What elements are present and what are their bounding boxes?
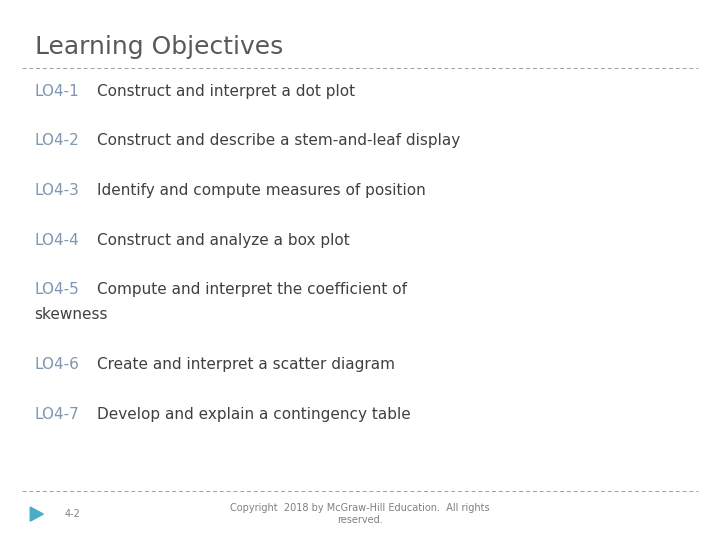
Text: LO4-4: LO4-4 — [35, 233, 79, 248]
Text: 4-2: 4-2 — [65, 509, 81, 519]
Text: LO4-5: LO4-5 — [35, 282, 79, 298]
Text: LO4-1: LO4-1 — [35, 84, 79, 99]
Text: LO4-3: LO4-3 — [35, 183, 79, 198]
Text: Copyright  2018 by McGraw-Hill Education.  All rights
reserved.: Copyright 2018 by McGraw-Hill Education.… — [230, 503, 490, 525]
Text: LO4-7: LO4-7 — [35, 407, 79, 422]
Text: LO4-2: LO4-2 — [35, 133, 79, 148]
Text: Learning Objectives: Learning Objectives — [35, 35, 283, 59]
Text: Create and interpret a scatter diagram: Create and interpret a scatter diagram — [97, 357, 395, 372]
Text: Construct and analyze a box plot: Construct and analyze a box plot — [97, 233, 350, 248]
Text: Identify and compute measures of position: Identify and compute measures of positio… — [97, 183, 426, 198]
Text: Construct and describe a stem-and-leaf display: Construct and describe a stem-and-leaf d… — [97, 133, 461, 148]
Text: LO4-6: LO4-6 — [35, 357, 79, 372]
Text: Construct and interpret a dot plot: Construct and interpret a dot plot — [97, 84, 356, 99]
Text: Develop and explain a contingency table: Develop and explain a contingency table — [97, 407, 411, 422]
Text: Compute and interpret the coefficient of: Compute and interpret the coefficient of — [97, 282, 408, 298]
Text: skewness: skewness — [35, 307, 108, 322]
